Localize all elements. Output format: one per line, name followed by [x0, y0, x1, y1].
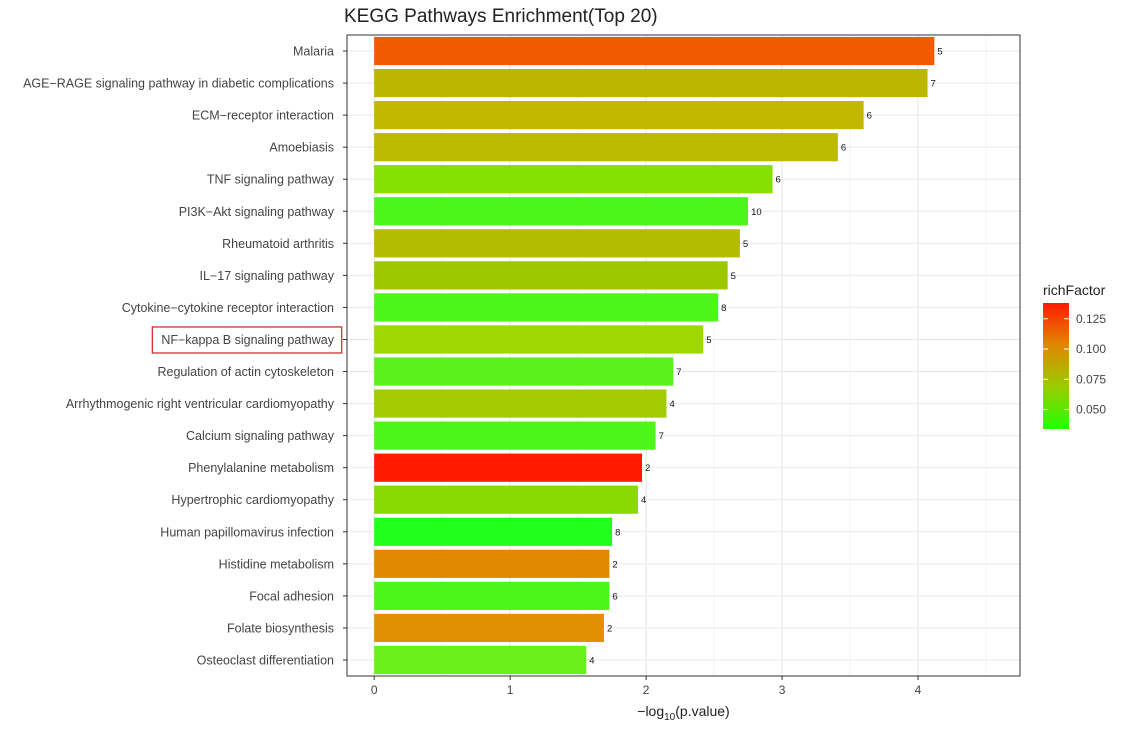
- category-label: NF−kappa B signaling pathway: [161, 333, 334, 347]
- bar: [374, 229, 740, 258]
- bar-count-label: 5: [743, 239, 748, 250]
- bar: [374, 453, 643, 482]
- legend-tick-label: 0.075: [1076, 372, 1106, 386]
- category-label: Malaria: [293, 45, 334, 59]
- bar-count-label: 2: [645, 463, 650, 474]
- bar: [374, 613, 604, 643]
- bar: [374, 357, 674, 386]
- bar-count-label: 6: [776, 175, 781, 186]
- bar: [374, 68, 928, 98]
- bar-count-label: 6: [841, 143, 846, 154]
- category-label: Regulation of actin cytoskeleton: [158, 365, 335, 379]
- bar: [374, 133, 838, 162]
- bar: [374, 581, 610, 610]
- bar: [374, 389, 667, 418]
- x-tick-label: 3: [779, 683, 786, 697]
- category-label: IL−17 signaling pathway: [200, 269, 335, 283]
- bar-count-label: 6: [867, 111, 872, 122]
- bar: [374, 325, 704, 354]
- bar-count-label: 7: [931, 79, 936, 90]
- bar-count-label: 5: [731, 271, 736, 282]
- x-tick-label: 1: [507, 683, 514, 697]
- bar-count-label: 6: [612, 591, 617, 602]
- category-label: Rheumatoid arthritis: [222, 237, 334, 251]
- bar: [374, 549, 610, 578]
- bar-count-label: 7: [659, 431, 664, 442]
- category-label: Amoebiasis: [269, 141, 334, 155]
- bar-count-label: 7: [676, 367, 681, 378]
- category-label: AGE−RAGE signaling pathway in diabetic c…: [23, 77, 334, 91]
- bar: [374, 165, 773, 194]
- bar: [374, 36, 935, 66]
- legend-tick-label: 0.125: [1076, 312, 1106, 326]
- x-tick-label: 2: [643, 683, 650, 697]
- highlight-box: [151, 326, 343, 354]
- category-label: Phenylalanine metabolism: [188, 461, 334, 475]
- bar: [374, 517, 613, 546]
- category-label: Calcium signaling pathway: [186, 429, 335, 443]
- plot-panel: [347, 35, 1020, 676]
- category-label: Human papillomavirus infection: [160, 525, 334, 539]
- bar-count-label: 4: [589, 655, 594, 666]
- category-label: PI3K−Akt signaling pathway: [179, 205, 335, 219]
- bar-count-label: 2: [612, 559, 617, 570]
- bar: [374, 293, 719, 322]
- legend-title: richFactor: [1043, 282, 1106, 298]
- category-label: Focal adhesion: [249, 589, 334, 603]
- plot-border: [346, 34, 1021, 677]
- bar-count-label: 2: [607, 623, 612, 634]
- bar-count-label: 5: [937, 47, 942, 58]
- bar: [374, 421, 656, 450]
- category-label: Folate biosynthesis: [227, 621, 334, 635]
- bar-count-label: 4: [641, 495, 646, 506]
- legend-tick-label: 0.050: [1076, 403, 1106, 417]
- bar: [374, 261, 728, 290]
- category-label: Cytokine−cytokine receptor interaction: [122, 301, 334, 315]
- category-label: Histidine metabolism: [219, 557, 334, 571]
- bar-count-label: 4: [670, 399, 675, 410]
- x-axis-title: −log10(p.value): [637, 703, 729, 723]
- chart-title: KEGG Pathways Enrichment(Top 20): [344, 6, 658, 27]
- x-tick-label: 0: [371, 683, 378, 697]
- bar: [374, 485, 638, 514]
- legend-colorbar: [1043, 303, 1069, 429]
- bar-count-label: 8: [615, 527, 620, 538]
- bar-count-label: 5: [706, 335, 711, 346]
- x-tick-label: 4: [915, 683, 922, 697]
- category-label: ECM−receptor interaction: [192, 109, 334, 123]
- bar: [374, 645, 587, 675]
- category-label: Arrhythmogenic right ventricular cardiom…: [66, 397, 335, 411]
- bar-count-label: 8: [721, 303, 726, 314]
- category-label: TNF signaling pathway: [207, 173, 335, 187]
- legend-tick-label: 0.100: [1076, 342, 1106, 356]
- category-label: Hypertrophic cardiomyopathy: [171, 493, 334, 507]
- bar-count-label: 10: [751, 207, 762, 218]
- bar: [374, 101, 864, 130]
- bar: [374, 197, 749, 226]
- category-label: Osteoclast differentiation: [197, 653, 334, 667]
